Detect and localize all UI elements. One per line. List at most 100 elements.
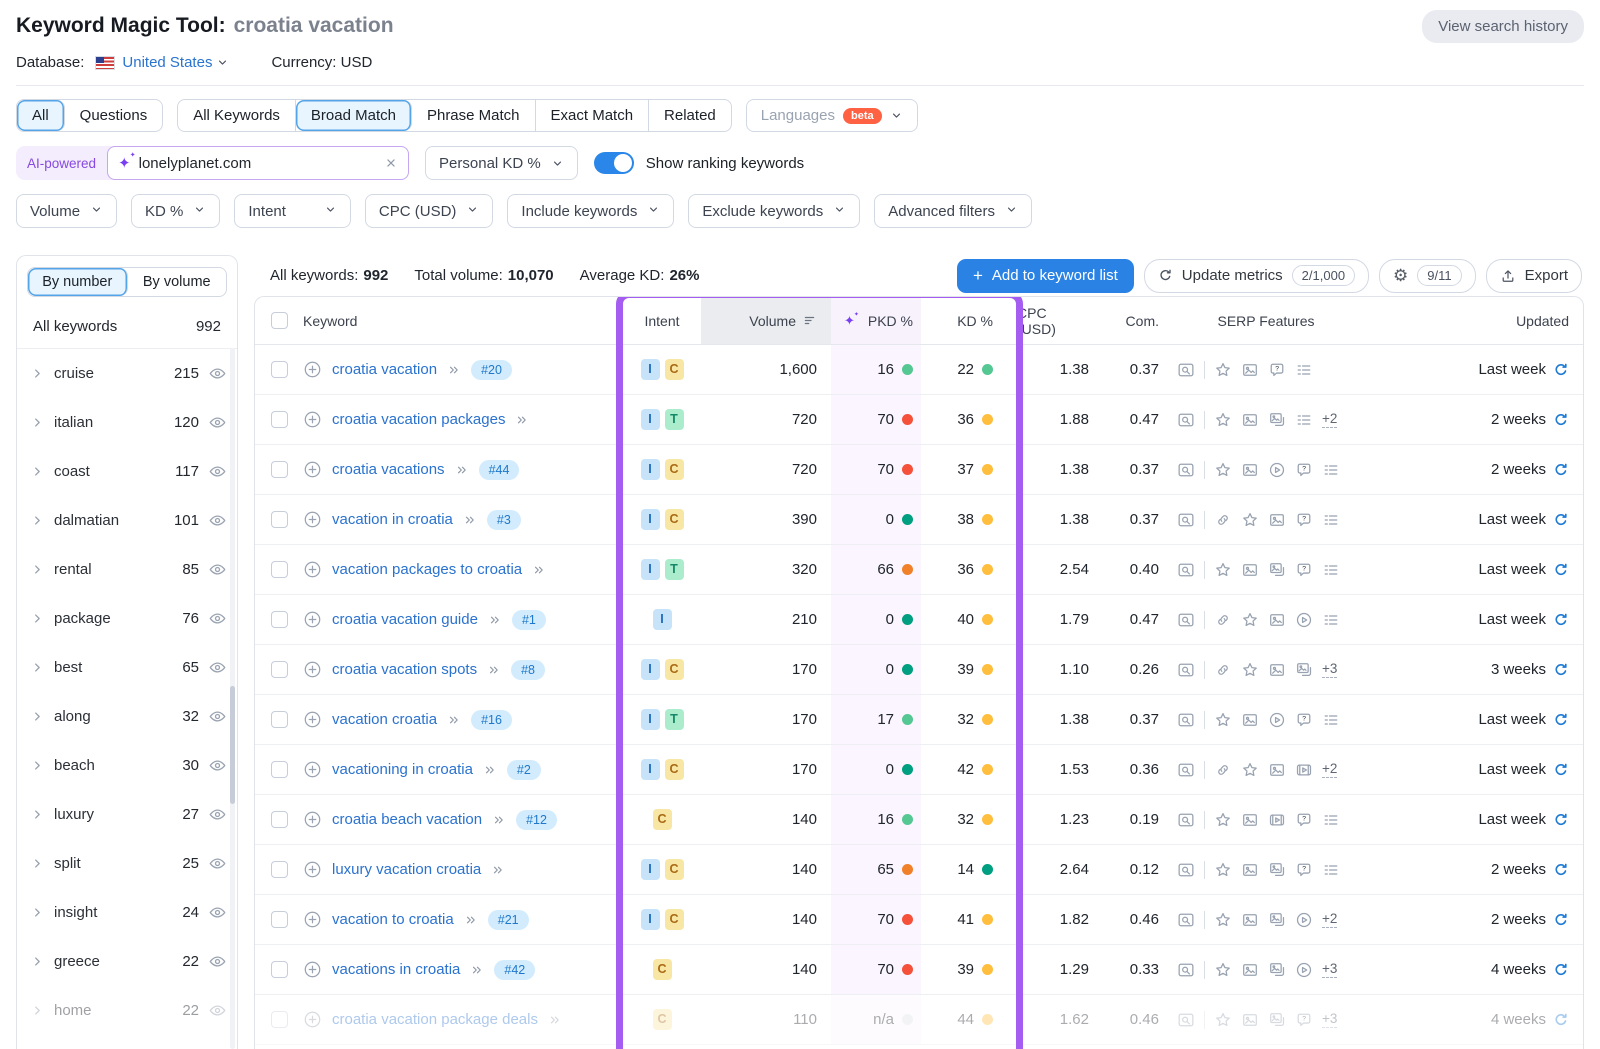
rank-badge[interactable]: #16	[471, 709, 512, 730]
sidebar-group-package[interactable]: package 76	[17, 594, 237, 643]
tab-exact-match[interactable]: Exact Match	[536, 100, 650, 131]
row-refresh-icon[interactable]	[1553, 462, 1569, 478]
col-com[interactable]: Com.	[1125, 312, 1159, 329]
row-checkbox[interactable]	[270, 761, 288, 778]
keyword-link[interactable]: luxury vacation croatia	[332, 861, 482, 878]
database-select[interactable]: United States	[122, 54, 229, 71]
row-checkbox[interactable]	[270, 411, 288, 428]
filter-dropdown-kd-[interactable]: KD %	[131, 194, 221, 228]
add-keyword-icon[interactable]	[303, 860, 322, 879]
keyword-link[interactable]: croatia vacation package deals	[332, 1011, 538, 1028]
row-refresh-icon[interactable]	[1553, 962, 1569, 978]
add-keyword-icon[interactable]	[303, 610, 322, 629]
row-checkbox[interactable]	[270, 461, 288, 478]
eye-icon[interactable]	[208, 903, 227, 922]
col-cpc[interactable]: CPC (USD)	[1017, 304, 1056, 337]
sidebar-group-split[interactable]: split 25	[17, 839, 237, 888]
serp-more-link[interactable]: +2	[1322, 761, 1338, 778]
eye-icon[interactable]	[208, 952, 227, 971]
row-refresh-icon[interactable]	[1553, 912, 1569, 928]
serp-more-link[interactable]: +2	[1322, 911, 1338, 928]
keyword-link[interactable]: croatia vacation guide	[332, 611, 478, 628]
open-keyword-icon[interactable]	[492, 813, 506, 827]
add-keyword-icon[interactable]	[303, 410, 322, 429]
row-checkbox[interactable]	[270, 361, 288, 378]
serp-more-link[interactable]: +3	[1322, 1011, 1338, 1028]
rank-badge[interactable]: #21	[487, 909, 529, 930]
add-keyword-icon[interactable]	[303, 810, 322, 829]
tab-broad-match[interactable]: Broad Match	[295, 100, 412, 131]
row-refresh-icon[interactable]	[1553, 512, 1569, 528]
eye-icon[interactable]	[208, 462, 227, 481]
eye-icon[interactable]	[208, 560, 227, 579]
row-checkbox[interactable]	[270, 711, 288, 728]
rank-badge[interactable]: #1	[511, 609, 546, 630]
col-updated[interactable]: Updated	[1516, 312, 1569, 329]
tab-all-keywords[interactable]: All Keywords	[178, 100, 296, 131]
filter-dropdown-intent[interactable]: Intent	[234, 194, 351, 228]
sidebar-group-cruise[interactable]: cruise 215	[17, 349, 237, 398]
sidebar-scrollbar-thumb[interactable]	[230, 686, 235, 804]
sidebar-group-along[interactable]: along 32	[17, 692, 237, 741]
columns-settings-button[interactable]: ⚙ 9/11	[1379, 258, 1476, 293]
add-keyword-icon[interactable]	[303, 710, 322, 729]
sidebar-group-coast[interactable]: coast 117	[17, 447, 237, 496]
filter-dropdown-advanced-filters[interactable]: Advanced filters	[874, 194, 1032, 228]
keyword-link[interactable]: vacation croatia	[332, 711, 438, 728]
keyword-link[interactable]: croatia vacations	[332, 461, 445, 478]
add-to-keyword-list-button[interactable]: + Add to keyword list	[956, 258, 1134, 293]
add-keyword-icon[interactable]	[303, 560, 322, 579]
serp-more-link[interactable]: +3	[1322, 661, 1338, 678]
tab-phrase-match[interactable]: Phrase Match	[412, 100, 536, 131]
keyword-link[interactable]: croatia vacation	[332, 361, 438, 378]
add-keyword-icon[interactable]	[303, 660, 322, 679]
add-keyword-icon[interactable]	[303, 360, 322, 379]
row-checkbox[interactable]	[270, 861, 288, 878]
show-ranking-keywords-toggle[interactable]	[593, 152, 634, 174]
sidebar-group-beach[interactable]: beach 30	[17, 741, 237, 790]
keyword-link[interactable]: vacations in croatia	[332, 961, 461, 978]
row-refresh-icon[interactable]	[1553, 812, 1569, 828]
sidebar-group-luxury[interactable]: luxury 27	[17, 790, 237, 839]
sidebar-group-insight[interactable]: insight 24	[17, 888, 237, 937]
eye-icon[interactable]	[208, 511, 227, 530]
view-search-history-button[interactable]: View search history	[1422, 10, 1584, 43]
keyword-link[interactable]: vacation to croatia	[332, 911, 454, 928]
keyword-link[interactable]: croatia vacation packages	[332, 411, 506, 428]
row-refresh-icon[interactable]	[1553, 1012, 1569, 1028]
filter-dropdown-cpc-usd-[interactable]: CPC (USD)	[364, 194, 494, 228]
eye-icon[interactable]	[208, 1001, 227, 1020]
filter-dropdown-include-keywords[interactable]: Include keywords	[507, 194, 675, 228]
col-pkd[interactable]: ✦ PKD %	[831, 297, 921, 344]
add-keyword-icon[interactable]	[303, 510, 322, 529]
row-refresh-icon[interactable]	[1553, 862, 1569, 878]
rank-badge[interactable]: #3	[486, 509, 521, 530]
open-keyword-icon[interactable]	[491, 863, 505, 877]
filter-dropdown-volume[interactable]: Volume	[16, 194, 118, 228]
eye-icon[interactable]	[208, 413, 227, 432]
eye-icon[interactable]	[208, 854, 227, 873]
sidebar-group-rental[interactable]: rental 85	[17, 545, 237, 594]
languages-dropdown[interactable]: Languages beta	[745, 99, 918, 132]
eye-icon[interactable]	[208, 805, 227, 824]
row-checkbox[interactable]	[270, 911, 288, 928]
open-keyword-icon[interactable]	[487, 663, 501, 677]
keyword-link[interactable]: vacationing in croatia	[332, 761, 473, 778]
open-keyword-icon[interactable]	[470, 963, 484, 977]
row-refresh-icon[interactable]	[1553, 562, 1569, 578]
sidebar-toggle-by-number[interactable]: By number	[28, 268, 128, 296]
open-keyword-icon[interactable]	[447, 363, 461, 377]
eye-icon[interactable]	[208, 658, 227, 677]
sidebar-all-keywords[interactable]: All keywords 992	[17, 305, 237, 349]
eye-icon[interactable]	[208, 756, 227, 775]
open-keyword-icon[interactable]	[548, 1013, 562, 1027]
select-all-checkbox[interactable]	[270, 312, 288, 329]
sidebar-group-home[interactable]: home 22	[17, 986, 237, 1035]
personal-kd-dropdown[interactable]: Personal KD %	[425, 146, 578, 180]
sidebar-group-dalmatian[interactable]: dalmatian 101	[17, 496, 237, 545]
row-checkbox[interactable]	[270, 661, 288, 678]
row-refresh-icon[interactable]	[1553, 762, 1569, 778]
export-button[interactable]: Export	[1485, 258, 1582, 293]
row-checkbox[interactable]	[270, 961, 288, 978]
eye-icon[interactable]	[208, 364, 227, 383]
